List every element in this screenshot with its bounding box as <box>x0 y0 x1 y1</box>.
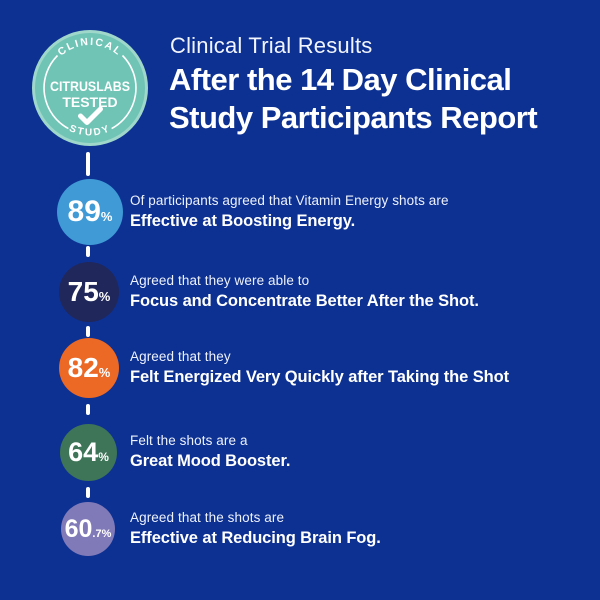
badge-arc-bottom-label: STUDY <box>68 123 113 138</box>
badge-name-line1: CITRUSLABS <box>50 78 130 94</box>
stat-text-focus-concentrate: Agreed that they were able to Focus and … <box>130 272 586 312</box>
stat-value: 64% <box>68 437 109 467</box>
stat-highlight: Great Mood Booster. <box>130 452 291 470</box>
stat-highlight: Focus and Concentrate Better After the S… <box>130 292 479 310</box>
badge-ring-left <box>43 54 69 130</box>
stat-text-mood-booster: Felt the shots are a Great Mood Booster. <box>130 432 586 472</box>
stat-value: 89% <box>67 195 113 228</box>
connector-dash <box>86 487 90 498</box>
connector-dash <box>86 326 90 337</box>
stat-circle-brain-fog: 60.7% <box>61 502 115 556</box>
stat-value: 75% <box>67 276 111 307</box>
page-title: After the 14 Day Clinical Study Particip… <box>169 61 538 137</box>
stat-description: Of participants agreed that Vitamin Ener… <box>130 193 449 208</box>
stat-circle-mood-booster: 64% <box>60 424 117 481</box>
badge-seal-icon: CLINICAL STUDY CITRUSLABS TESTED <box>32 30 148 146</box>
citruslabs-tested-badge: CLINICAL STUDY CITRUSLABS TESTED <box>30 28 150 148</box>
stat-description: Agreed that they were able to <box>130 273 310 288</box>
badge-ring-right <box>111 54 137 130</box>
badge-name-line2: TESTED <box>62 94 117 110</box>
stat-circle-boosting-energy: 89% <box>57 179 123 245</box>
page-title-line1: After the 14 Day Clinical <box>169 62 512 97</box>
badge-circle <box>32 30 148 146</box>
connector-dash <box>86 246 90 257</box>
connector-dash <box>86 152 90 176</box>
stat-highlight: Felt Energized Very Quickly after Taking… <box>130 368 509 386</box>
header-eyebrow: Clinical Trial Results <box>170 33 373 58</box>
stat-description: Agreed that the shots are <box>130 510 285 525</box>
stat-circle-focus-concentrate: 75% <box>59 262 119 322</box>
stat-description: Felt the shots are a <box>130 433 248 448</box>
stat-value: 60.7% <box>64 514 112 543</box>
stat-text-energized-quickly: Agreed that they Felt Energized Very Qui… <box>130 348 586 388</box>
checkmark-icon <box>78 106 103 125</box>
stat-text-boosting-energy: Of participants agreed that Vitamin Ener… <box>130 192 586 232</box>
connector-dash <box>86 404 90 415</box>
stat-highlight: Effective at Reducing Brain Fog. <box>130 529 381 547</box>
stat-text-brain-fog: Agreed that the shots are Effective at R… <box>130 509 586 549</box>
stat-highlight: Effective at Boosting Energy. <box>130 212 356 230</box>
stat-description: Agreed that they <box>130 349 231 364</box>
stat-circle-energized-quickly: 82% <box>59 338 119 398</box>
stat-value: 82% <box>67 352 111 383</box>
page-title-line2: Study Participants Report <box>169 100 538 135</box>
